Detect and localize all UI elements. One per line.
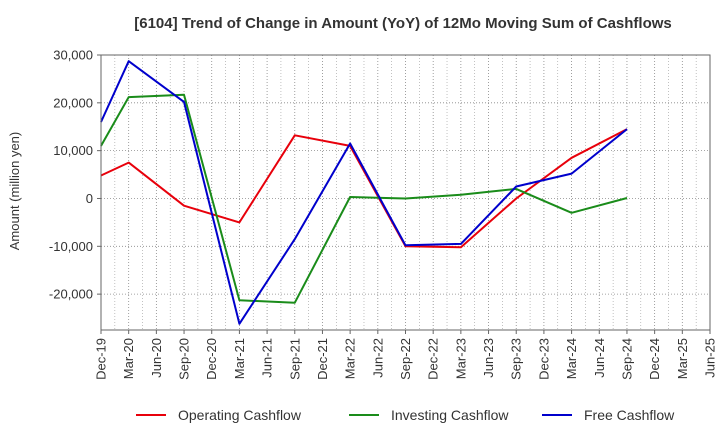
x-tick-label: Mar-21: [232, 338, 247, 379]
series-lines: [100, 60, 628, 325]
x-tick-label: Sep-23: [509, 338, 524, 380]
x-tick-label: Jun-25: [703, 338, 718, 378]
y-axis-label: Amount (million yen): [7, 132, 22, 251]
x-tick-label: Dec-23: [536, 338, 551, 380]
x-tick-label: Jun-21: [260, 338, 275, 378]
plot-frame: [100, 54, 711, 331]
y-axis-ticks: 30,000 20,000 10,000 0 -10,000 -20,000: [49, 48, 101, 302]
x-tick-label: Dec-22: [426, 338, 441, 380]
x-tick-label: Dec-21: [315, 338, 330, 380]
x-tick-label: Jun-24: [592, 338, 607, 378]
x-tick-label: Jun-22: [370, 338, 385, 378]
legend-label: Operating Cashflow: [178, 407, 302, 423]
y-tick-label: 10,000: [53, 143, 93, 158]
y-tick-label: -10,000: [49, 239, 93, 254]
x-tick-label: Sep-21: [287, 338, 302, 380]
x-tick-label: Mar-25: [675, 338, 690, 379]
x-tick-label: Sep-22: [398, 338, 413, 380]
x-tick-label: Jun-23: [481, 338, 496, 378]
x-tick-label: Dec-19: [94, 338, 109, 380]
legend-label: Free Cashflow: [584, 407, 675, 423]
y-tick-label: -20,000: [49, 287, 93, 302]
y-tick-label: 0: [86, 191, 93, 206]
y-tick-label: 20,000: [53, 95, 93, 110]
grid: [100, 54, 711, 330]
legend: Operating Cashflow Investing Cashflow Free…: [136, 407, 675, 423]
series-line-2: [100, 93, 628, 304]
x-tick-label: Sep-20: [177, 338, 192, 380]
x-tick-label: Dec-20: [204, 338, 219, 380]
x-tick-label: Dec-24: [647, 338, 662, 380]
y-tick-label: 30,000: [53, 48, 93, 63]
legend-label: Investing Cashflow: [391, 407, 509, 423]
x-tick-label: Mar-24: [564, 338, 579, 379]
chart-title: [6104] Trend of Change in Amount (YoY) o…: [134, 15, 672, 32]
x-tick-label: Jun-20: [149, 338, 164, 378]
x-axis-ticks: Dec-19 Mar-20 Jun-20 Sep-20 Dec-20 Mar-21 Jun-…: [94, 330, 718, 380]
x-tick-label: Mar-23: [453, 338, 468, 379]
x-tick-label: Mar-20: [121, 338, 136, 379]
x-tick-label: Sep-24: [619, 338, 634, 380]
series-line-1: [100, 128, 628, 249]
series-line-3: [100, 60, 628, 325]
x-tick-label: Mar-22: [343, 338, 358, 379]
